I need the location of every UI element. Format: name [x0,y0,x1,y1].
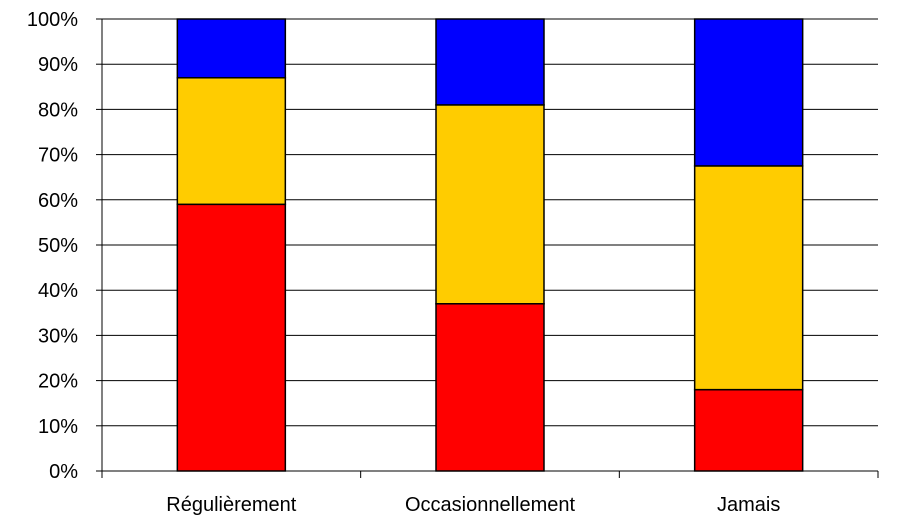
y-tick-label-6: 60% [38,190,78,212]
y-tick-label-0: 0% [49,461,78,483]
y-tick-label-5: 50% [38,235,78,257]
tick-labels: 0% 10% 20% 30% 40% 50% 60% 70% 80% 90% 100% Réguliè… [27,9,781,516]
bar-segment-2-0 [693,388,804,472]
y-tick-label-8: 80% [38,99,78,121]
bar-segment-0-2 [176,18,287,79]
y-tick-label-2: 20% [38,371,78,393]
x-tick-label-1: Occasionnellement [405,494,576,516]
y-tick-label-10: 100% [27,9,78,31]
bar-segment-1-1 [435,104,545,305]
x-tick-label-0: Régulièrement [166,494,297,516]
y-tick-label-3: 30% [38,325,78,347]
bar-segment-0-0 [176,203,287,472]
bar-segment-2-2 [693,18,804,167]
bar-segment-2-1 [693,165,804,391]
x-tick-label-2: Jamais [717,494,780,516]
axes [96,18,879,478]
bar-segment-0-1 [176,77,287,206]
bars [176,18,804,472]
y-tick-label-4: 40% [38,280,78,302]
y-tick-label-7: 70% [38,145,78,167]
bar-segment-1-0 [435,303,545,472]
y-tick-label-9: 90% [38,54,78,76]
y-tick-label-1: 10% [38,416,78,438]
bar-segment-1-2 [435,18,545,106]
